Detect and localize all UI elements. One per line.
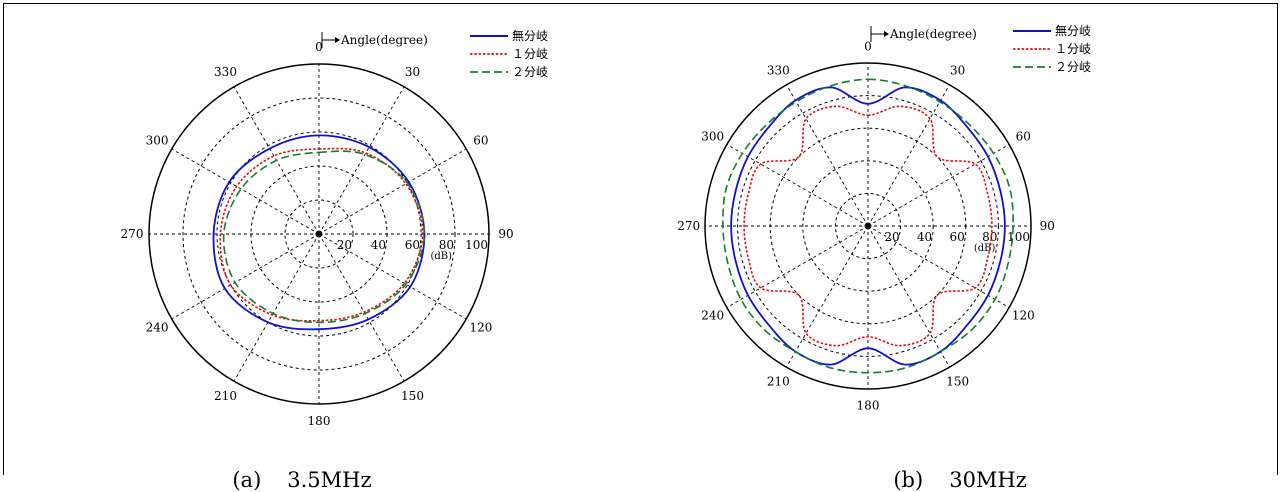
chart-a-angle-tick-label: 60 [473,134,488,148]
chart-a-center-mark [315,230,323,238]
chart-b-r-tick-label: 20 [884,230,899,244]
caption-b-text: 30MHz [949,468,1027,492]
chart-a-r-unit-label: (dB) [430,251,452,262]
chart-b-angle-tick-label: 90 [1040,219,1055,233]
chart-b-angle-tick-label: 0 [864,40,872,54]
chart-a-angle-tick-label: 30 [405,65,420,79]
chart-a-angle-tick-label: 240 [146,321,169,335]
chart-b-series-line-2 [722,78,1014,374]
chart-a-grid-spoke [318,148,467,235]
chart-a: 0 30 60 90 120 150 180 210 240 270 300 330 20 40 60 80 1… [121,28,548,428]
chart-a-angle-tick-label: 210 [214,389,237,403]
chart-b-series-line-1 [743,105,993,347]
caption-a-label: (a) [232,468,262,492]
chart-b-angle-tick-label: 240 [701,309,724,323]
chart-b-angle-tick-label: 300 [701,129,724,143]
chart-a-angle-tick-label: 300 [146,134,169,148]
chart-b-r-tick-label: 80 [982,230,997,244]
chart-a-grid-spoke [171,233,320,320]
chart-a-series-line-2 [222,150,426,324]
chart-a-angle-tick-label: 0 [315,40,323,54]
chart-a-angle-tick-label: 90 [498,227,513,241]
figure-frame [3,3,1278,475]
chart-b-angle-tick-label: 30 [950,64,965,78]
chart-b-legend-label-1: １分岐 [1055,42,1091,56]
chart-b-r-tick-label: 40 [917,230,932,244]
chart-a-grid-spoke [318,233,467,320]
caption-b-label: (b) [893,468,924,492]
chart-a-grid-circle [182,97,456,371]
chart-a-r-tick-label: 100 [465,238,488,252]
chart-a-angle-tick-label: 120 [469,321,492,335]
chart-a-angle-tick-label: 270 [121,227,144,241]
chart-b-legend-label-0: 無分岐 [1055,23,1091,38]
chart-a-grid-spoke [233,233,320,382]
chart-b-grid-spoke [786,84,869,227]
chart-a-grid-spoke [318,86,405,235]
chart-a-grid-spoke [318,233,405,382]
chart-a-grid-circle [284,199,354,269]
chart-a-angle-axis-label: Angle(degree) [340,33,428,47]
chart-b-r-unit-label: (dB) [974,243,996,254]
chart-b-angle-axis-label: Angle(degree) [889,27,977,41]
chart-a-r-tick-label: 60 [405,238,420,252]
chart-b-angle-tick-label: 210 [767,374,790,388]
chart-b-angle-tick-label: 330 [767,64,790,78]
chart-b-angle-tick-label: 60 [1016,129,1031,143]
caption-a: (a) 3.5MHz [219,444,372,492]
chart-b-r-tick-label: 60 [950,230,965,244]
chart-b-grid-spoke [786,225,869,368]
chart-a-angle-tick-label: 330 [214,65,237,79]
chart-b-angle-tick-label: 150 [946,374,969,388]
chart-a-grid-spoke [171,148,320,235]
chart-b-angle-tick-label: 180 [857,398,880,412]
chart-b-angle-tick-label: 270 [677,219,700,233]
chart-a-angle-tick-label: 180 [308,414,331,428]
chart-a-legend-label-2: ２分岐 [512,65,548,79]
caption-a-text: 3.5MHz [287,468,372,492]
chart-a-series-line-0 [212,134,426,331]
chart-a-angle-marker-arrowhead [335,37,340,43]
chart-a-legend-label-1: １分岐 [512,47,548,61]
caption-b: (b) 30MHz [880,444,1027,492]
chart-b-r-tick-label: 100 [1007,230,1030,244]
chart-b-grid-circle [802,160,934,292]
chart-b-grid-circle [737,95,999,357]
chart-a-r-tick-label: 80 [439,238,454,252]
chart-b-series-line-0 [730,86,1006,366]
chart-b: 0 30 60 90 120 150 180 210 240 270 300 330 20 40 60 80 1… [677,23,1091,412]
chart-b-grid-spoke [867,84,950,227]
chart-a-outer-circle [148,63,490,405]
chart-b-angle-marker-arrowhead [884,31,889,37]
chart-a-legend-label-0: 無分岐 [512,28,548,43]
chart-a-angle-tick-label: 150 [401,389,424,403]
chart-b-angle-tick-label: 120 [1012,309,1035,323]
chart-b-outer-circle [704,62,1032,390]
chart-a-r-tick-label: 40 [371,238,386,252]
chart-a-series-line-1 [219,147,424,322]
chart-b-grid-spoke [867,225,950,368]
chart-a-r-tick-label: 20 [337,238,352,252]
chart-b-center-mark [864,222,872,230]
chart-b-legend-label-2: ２分岐 [1055,60,1091,74]
